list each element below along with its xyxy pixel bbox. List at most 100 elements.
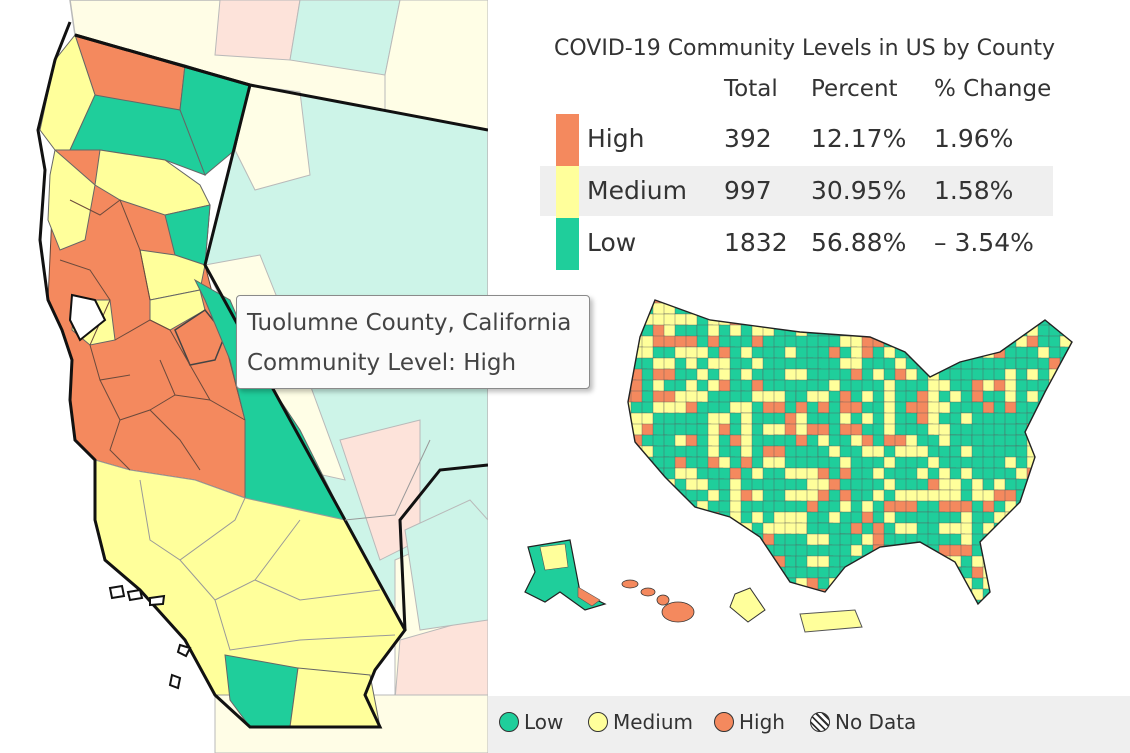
county-cell[interactable] <box>674 412 688 426</box>
county-cell[interactable] <box>751 456 764 469</box>
county-cell[interactable] <box>1070 335 1087 351</box>
county-cell[interactable] <box>894 368 907 382</box>
county-cell[interactable] <box>740 544 754 559</box>
county-cell[interactable] <box>773 599 786 614</box>
county-cell[interactable] <box>719 611 734 624</box>
county-cell[interactable] <box>828 313 843 328</box>
county-cell[interactable] <box>1070 357 1082 372</box>
county-cell[interactable] <box>1048 302 1063 315</box>
county-cell[interactable] <box>916 588 933 604</box>
county-cell[interactable] <box>707 566 725 580</box>
county-cell[interactable] <box>1070 599 1088 612</box>
county-cell[interactable] <box>817 313 830 326</box>
county-cell[interactable] <box>983 611 997 625</box>
county-cell[interactable] <box>916 335 933 352</box>
county-cell[interactable] <box>685 346 699 359</box>
county-cell[interactable] <box>1037 599 1052 615</box>
county-cell[interactable] <box>784 302 800 319</box>
county-cell[interactable] <box>916 324 934 339</box>
county-cell[interactable] <box>630 456 647 469</box>
county-cell[interactable] <box>993 599 1009 611</box>
county-cell[interactable] <box>1059 522 1076 538</box>
county-cell[interactable] <box>1048 599 1062 615</box>
county-cell[interactable] <box>641 522 654 536</box>
county-cell[interactable] <box>1059 599 1075 612</box>
county-cell[interactable] <box>729 555 746 569</box>
county-cell[interactable] <box>1015 544 1030 557</box>
county-cell[interactable] <box>949 577 967 591</box>
county-cell[interactable] <box>1070 577 1084 590</box>
county-cell[interactable] <box>1059 302 1074 318</box>
county-cell[interactable] <box>927 577 945 593</box>
county-cell[interactable] <box>994 611 1007 624</box>
county-cell[interactable] <box>1004 522 1021 537</box>
county-cell[interactable] <box>894 555 907 569</box>
county-cell[interactable] <box>993 588 1008 604</box>
county-cell[interactable] <box>1037 511 1053 526</box>
county-cell[interactable] <box>1004 324 1019 338</box>
county-cell[interactable] <box>762 566 781 580</box>
county-cell[interactable] <box>785 611 798 623</box>
county-cell[interactable] <box>641 533 656 547</box>
county-cell[interactable] <box>1059 533 1076 546</box>
county-cell[interactable] <box>1004 588 1020 604</box>
county-cell[interactable] <box>1070 292 1083 305</box>
county-cell[interactable] <box>1059 500 1075 516</box>
county-cell[interactable] <box>1004 566 1020 580</box>
county-cell[interactable] <box>696 555 713 570</box>
county-cell[interactable] <box>872 588 890 603</box>
county-cell[interactable] <box>729 577 747 590</box>
county-cell[interactable] <box>652 489 665 505</box>
county-cell[interactable] <box>949 335 965 351</box>
county-cell[interactable] <box>1070 478 1082 494</box>
county-cell[interactable] <box>1059 577 1075 592</box>
hawaii-island[interactable] <box>621 579 639 589</box>
county-cell[interactable] <box>1048 423 1063 437</box>
county-cell[interactable] <box>641 566 659 582</box>
county-cell[interactable] <box>839 566 857 581</box>
county-cell[interactable] <box>1027 611 1042 622</box>
county-cell[interactable] <box>685 544 703 560</box>
county-cell[interactable] <box>663 566 681 582</box>
county-cell[interactable] <box>1016 611 1027 623</box>
county-cell[interactable] <box>1070 346 1085 361</box>
county-cell[interactable] <box>784 588 800 602</box>
county-cell[interactable] <box>740 379 753 393</box>
county-cell[interactable] <box>861 302 876 318</box>
county-cell[interactable] <box>663 577 676 591</box>
county-cell[interactable] <box>916 313 935 327</box>
county-cell[interactable] <box>795 588 811 604</box>
county-cell[interactable] <box>938 346 952 363</box>
county-cell[interactable] <box>1004 599 1022 612</box>
county-cell[interactable] <box>685 577 702 593</box>
county-cell[interactable] <box>1015 522 1029 538</box>
county-cell[interactable] <box>960 292 976 307</box>
county-cell[interactable] <box>685 357 698 370</box>
county-cell[interactable] <box>641 511 658 525</box>
county-cell[interactable] <box>993 302 1009 318</box>
county-cell[interactable] <box>1059 588 1072 603</box>
county-cell[interactable] <box>806 292 824 308</box>
county-cell[interactable] <box>861 313 878 328</box>
county-cell[interactable] <box>993 379 1007 392</box>
county-cell[interactable] <box>674 313 687 326</box>
county-cell[interactable] <box>828 302 847 316</box>
county-cell[interactable] <box>894 302 910 316</box>
county-cell[interactable] <box>861 577 875 591</box>
county-cell[interactable] <box>1059 292 1076 307</box>
county-cell[interactable] <box>795 302 809 318</box>
county-cell[interactable] <box>1037 544 1056 557</box>
county-cell[interactable] <box>806 302 820 317</box>
tuolumne-county[interactable] <box>174 308 226 366</box>
county-cell[interactable] <box>784 489 798 502</box>
county-cell[interactable] <box>938 599 954 612</box>
county-cell[interactable] <box>1037 566 1051 582</box>
county-cell[interactable] <box>1048 489 1063 504</box>
county-cell[interactable] <box>674 588 690 601</box>
county-cell[interactable] <box>707 599 725 612</box>
county-cell[interactable] <box>652 357 666 371</box>
county-cell[interactable] <box>1004 368 1018 381</box>
county-cell[interactable] <box>630 522 644 535</box>
county-cell[interactable] <box>620 456 637 472</box>
county-cell[interactable] <box>630 302 644 316</box>
